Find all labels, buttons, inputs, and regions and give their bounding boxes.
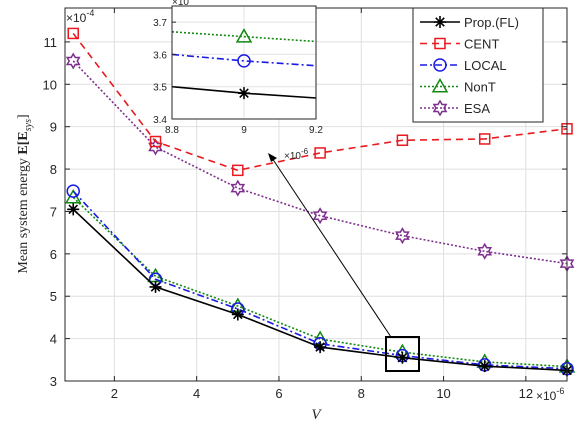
x-tick-label: 6 — [275, 386, 282, 401]
legend-marker — [434, 37, 446, 50]
inset-series-line — [171, 31, 317, 43]
inset-y-tick-label: 3.4 — [153, 115, 167, 126]
y-tick-label: 8 — [50, 162, 57, 177]
inset-y-tick-label: 3.5 — [153, 83, 167, 94]
legend-item: ESA — [420, 99, 490, 117]
inset-series-local — [171, 53, 317, 68]
y-tick-label: 6 — [50, 247, 57, 262]
inset-y-exponent-label: ×10-4 — [172, 0, 197, 8]
inset-ticks: 8.8 9 9.2 3.4 3.5 3.6 3.7 — [153, 18, 323, 136]
legend-marker — [434, 16, 446, 28]
legend-item: NonT — [420, 77, 496, 95]
y-tick-label: 4 — [50, 332, 57, 347]
x-axis-label: V — [311, 407, 322, 423]
legend: Prop.(FL) CENT LOCAL NonT ESA — [412, 7, 544, 123]
data-point-marker — [314, 341, 327, 354]
y-tick-label: 7 — [50, 204, 57, 219]
x-tick-label: 4 — [193, 386, 200, 401]
legend-item: CENT — [420, 37, 499, 52]
series-esa — [65, 52, 575, 273]
data-point-marker — [149, 280, 162, 293]
data-point-marker — [230, 179, 246, 197]
inset-data-point-marker — [238, 87, 250, 100]
x-tick-label: 8 — [358, 386, 365, 401]
inset-x-tick-label: 9 — [241, 125, 247, 136]
legend-marker — [433, 58, 447, 72]
inset-x-tick-label: 8.8 — [165, 125, 179, 136]
inset-data-point-marker — [237, 54, 251, 68]
data-point-marker — [478, 360, 491, 373]
y-exponent-label: ×10-4 — [66, 8, 94, 25]
y-axis-label: Mean system energy E[Esys] — [16, 114, 34, 273]
legend-label: NonT — [464, 80, 496, 95]
legend-marker — [431, 77, 449, 93]
x-tick-label: 10 — [436, 386, 450, 401]
data-point-marker — [67, 203, 80, 216]
x-exponent-label: ×10-6 — [536, 386, 564, 403]
inset-x-exponent-label: ×10-6 — [284, 147, 309, 162]
data-point-marker — [395, 227, 410, 245]
inset-frame — [171, 5, 317, 120]
inset-series-prop-fl — [171, 85, 317, 100]
y-tick-label: 3 — [50, 374, 57, 389]
data-point-marker — [312, 207, 328, 225]
y-tick-label: 11 — [44, 35, 58, 50]
inset-data-point-marker — [235, 28, 253, 43]
y-tick-label: 9 — [50, 120, 57, 135]
data-point-marker — [149, 135, 162, 148]
data-point-marker — [396, 351, 409, 364]
legend-label: ESA — [464, 101, 490, 116]
data-point-marker — [314, 147, 326, 159]
data-point-marker — [66, 184, 80, 198]
inset-series-group — [171, 28, 317, 100]
legend-label: CENT — [464, 37, 499, 52]
legend-item: LOCAL — [420, 58, 507, 73]
data-point-marker — [65, 52, 81, 70]
series-line — [72, 32, 568, 172]
main-series-group — [64, 27, 576, 377]
inset-y-tick-label: 3.7 — [153, 18, 167, 29]
data-point-marker — [478, 133, 491, 145]
data-point-marker — [396, 134, 409, 146]
data-point-marker — [231, 308, 244, 321]
y-tick-label: 10 — [43, 77, 57, 92]
legend-item: Prop.(FL) — [420, 15, 519, 30]
data-point-marker — [232, 164, 244, 177]
inset-series-nont — [171, 28, 317, 43]
zoom-arrow-head — [268, 153, 277, 162]
data-point-marker — [477, 242, 493, 260]
main-ticks: 2 4 6 8 10 12 3 4 5 6 7 8 9 10 11 — [43, 8, 567, 401]
series-line — [72, 190, 568, 370]
zoom-region-box — [385, 336, 420, 372]
legend-label: LOCAL — [464, 58, 507, 73]
data-point-marker — [148, 138, 163, 156]
y-tick-label: 5 — [50, 289, 57, 304]
series-line — [72, 60, 568, 265]
data-point-marker — [67, 27, 79, 40]
inset-series-line — [171, 53, 317, 67]
inset-x-tick-label: 9.2 — [309, 125, 323, 136]
x-tick-label: 2 — [111, 386, 118, 401]
legend-marker — [432, 99, 448, 117]
zoom-arrow-line — [271, 157, 392, 338]
x-tick-label: 12 — [519, 386, 533, 401]
inset-y-tick-label: 3.6 — [153, 50, 167, 61]
legend-label: Prop.(FL) — [464, 15, 519, 30]
